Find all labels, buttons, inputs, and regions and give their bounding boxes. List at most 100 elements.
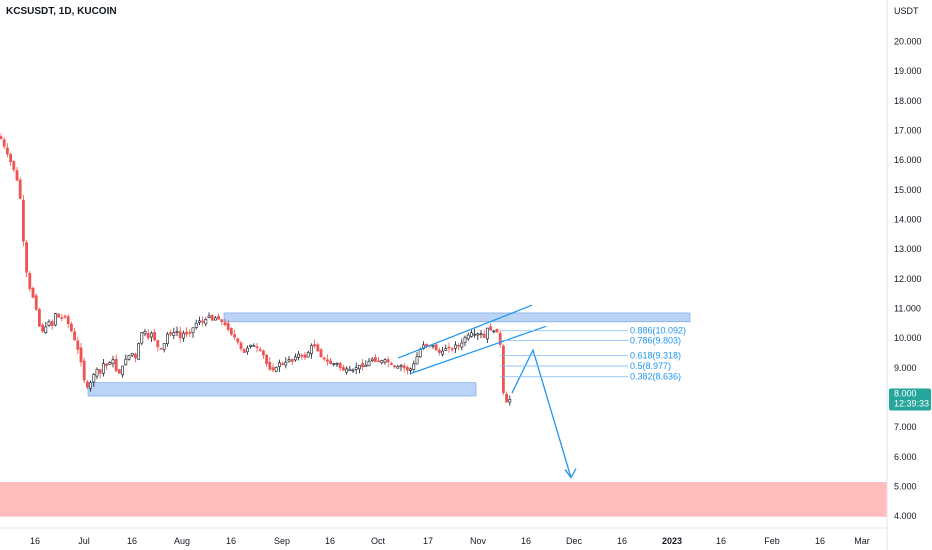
candle [0, 133, 3, 140]
candle [255, 342, 259, 353]
price-axis[interactable]: 20.000 19.000 18.000 17.000 16.000 15.000 14.0… [894, 37, 922, 522]
last-price-countdown: 12:39:33 [894, 398, 929, 408]
candle [473, 328, 477, 338]
candle [21, 195, 25, 247]
candle [482, 329, 486, 339]
fib-levels-layer: 0.886(10.092)0.786(9.803) 0.618(9.318)0.5… [500, 326, 686, 382]
candle [453, 341, 457, 353]
chart-title: KCSUSDT, 1D, KUCOIN [6, 6, 117, 17]
time-tick-label: 16 [716, 536, 726, 546]
candle [76, 336, 80, 355]
price-tick-label: 9.000 [894, 363, 917, 373]
candle [182, 330, 185, 342]
time-tick-label: Feb [764, 536, 780, 546]
candle [37, 307, 41, 327]
candle [146, 329, 150, 341]
drawings-layer [397, 304, 577, 479]
candle [223, 318, 227, 327]
candle [450, 347, 454, 352]
candle [185, 327, 189, 338]
candle [25, 240, 29, 278]
candle [460, 338, 464, 351]
price-tick-label: 13.000 [894, 244, 922, 254]
candle [335, 362, 339, 367]
candle [290, 358, 294, 366]
candle [466, 332, 470, 341]
candle [220, 318, 224, 326]
candle [143, 328, 147, 337]
candle [300, 353, 304, 361]
candle [204, 317, 208, 327]
candle [498, 330, 502, 348]
candle [201, 316, 205, 327]
candle [389, 361, 393, 365]
candle [210, 314, 214, 322]
price-tick-label: 12.000 [894, 274, 922, 284]
candle [399, 363, 403, 372]
candle [354, 362, 358, 375]
projection-path [511, 348, 572, 478]
fib-level: 0.618(9.318) [500, 350, 681, 360]
candle [31, 286, 35, 299]
candle [361, 359, 365, 371]
candle [12, 160, 16, 173]
fib-level-label: 0.382(8.636) [630, 372, 681, 382]
candle [111, 355, 115, 368]
candle [469, 329, 473, 338]
fib-level-label: 0.5(8.977) [630, 361, 671, 371]
price-tick-label: 15.000 [894, 185, 922, 195]
resistance-zone [223, 312, 691, 323]
candle [325, 354, 329, 366]
candle [329, 358, 333, 365]
candle [338, 361, 342, 372]
candle [380, 359, 384, 365]
candle [492, 329, 496, 334]
candle [281, 361, 285, 366]
candle [351, 368, 355, 373]
candle [441, 346, 445, 357]
candle [479, 329, 483, 339]
candle [162, 343, 166, 353]
candle [226, 320, 230, 332]
candle [297, 351, 301, 361]
candle [137, 342, 141, 360]
candle [28, 271, 32, 292]
channel-line-2 [409, 325, 547, 375]
time-tick-label: Sep [274, 536, 290, 546]
candle [140, 332, 144, 346]
time-axis[interactable]: 16 Jul 16 Aug 16 Sep 16 Oct 17 Nov 16 Dec 16 2023 16 Fe… [30, 536, 870, 546]
time-tick-label: 16 [815, 536, 825, 546]
candle [268, 357, 272, 372]
candle [98, 369, 102, 379]
candle [34, 293, 38, 311]
candle [274, 366, 278, 373]
price-tick-label: 4.000 [894, 511, 917, 521]
candle [485, 327, 489, 343]
price-tick-label: 7.000 [894, 422, 917, 432]
fib-level: 0.5(8.977) [500, 361, 671, 371]
candle [287, 355, 291, 363]
candle [134, 352, 137, 363]
candle [444, 344, 448, 351]
candle [508, 395, 512, 406]
candle [236, 337, 240, 345]
candle [505, 391, 509, 403]
candle [367, 357, 371, 367]
candle [105, 363, 109, 370]
candle [153, 328, 157, 342]
candle [373, 354, 377, 363]
candle [194, 319, 198, 330]
candle [284, 357, 288, 369]
candle [41, 323, 45, 334]
time-tick-label: 16 [226, 536, 236, 546]
candle [425, 343, 429, 349]
price-tick-label: 20.000 [894, 37, 922, 47]
candle [265, 353, 269, 368]
price-tick-label: 5.000 [894, 481, 917, 491]
candle [175, 326, 179, 337]
last-price-value: 8.000 [894, 388, 917, 398]
time-tick-label: 16 [325, 536, 335, 546]
candle [166, 331, 169, 347]
candle [322, 357, 326, 361]
